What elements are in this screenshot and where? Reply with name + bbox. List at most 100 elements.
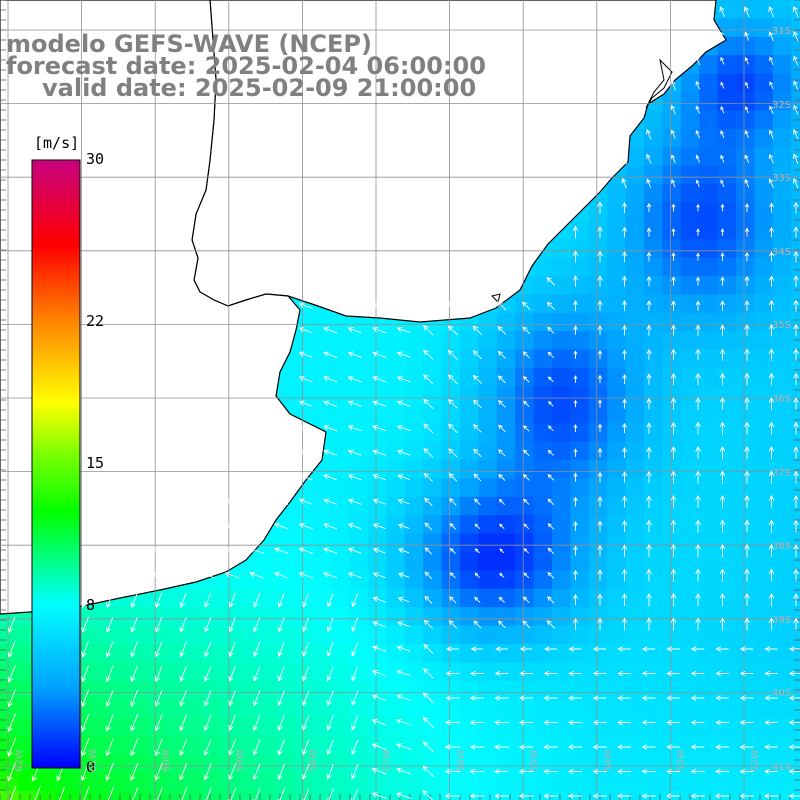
wind-cell xyxy=(736,423,755,443)
wind-cell xyxy=(625,165,645,185)
wind-cell xyxy=(680,680,700,700)
wind-cell xyxy=(386,588,406,608)
wind-arrow xyxy=(764,646,778,652)
wind-arrow xyxy=(447,349,458,360)
wind-cell xyxy=(644,276,663,295)
wind-cell xyxy=(588,331,608,351)
wind-cell xyxy=(699,423,719,443)
wind-arrow xyxy=(372,302,387,309)
wind-cell xyxy=(552,699,571,719)
wind-arrow xyxy=(323,571,338,579)
wind-cell xyxy=(699,570,719,590)
wind-cell xyxy=(699,312,719,332)
wind-cell xyxy=(625,147,645,167)
wind-arrow xyxy=(372,645,387,652)
wind-arrow xyxy=(396,792,412,800)
wind-arrow xyxy=(372,523,386,530)
wind-cell xyxy=(202,772,222,792)
wind-cell xyxy=(331,515,351,535)
wind-arrow xyxy=(154,714,163,732)
wind-cell xyxy=(312,754,332,774)
wind-cell xyxy=(349,386,369,406)
wind-cell xyxy=(607,496,627,516)
wind-cell xyxy=(754,202,774,222)
wind-cell xyxy=(736,220,755,240)
wind-cell xyxy=(662,496,682,516)
wind-cell xyxy=(699,202,719,222)
wind-cell xyxy=(184,644,203,663)
wind-arrow xyxy=(547,351,555,359)
wind-cell xyxy=(754,680,774,700)
colorbar-gradient xyxy=(31,159,81,769)
wind-arrow xyxy=(769,105,774,114)
wind-cell xyxy=(404,349,424,369)
wind-cell xyxy=(680,368,700,387)
wind-cell xyxy=(110,644,130,663)
wind-cell xyxy=(717,128,737,148)
wind-cell xyxy=(349,662,369,682)
wind-cell xyxy=(331,772,351,792)
wind-cell xyxy=(478,423,498,443)
wind-arrow xyxy=(444,793,461,799)
wind-arrow xyxy=(641,744,656,750)
wind-arrow xyxy=(621,519,628,533)
wind-cell xyxy=(736,276,755,295)
wind-arrow xyxy=(179,641,187,658)
wind-arrow xyxy=(646,153,652,164)
wind-arrow xyxy=(249,547,264,554)
wind-arrow xyxy=(105,786,115,800)
wind-cell xyxy=(202,680,222,700)
wind-cell xyxy=(699,92,719,111)
wind-cell xyxy=(791,55,800,75)
wind-arrow xyxy=(573,545,578,556)
wind-arrow xyxy=(744,372,750,386)
wind-cell xyxy=(92,791,111,800)
wind-arrow xyxy=(498,473,506,481)
wind-arrow xyxy=(7,640,16,658)
wind-arrow xyxy=(523,376,530,383)
wind-arrow xyxy=(744,6,750,18)
wind-cell xyxy=(699,386,719,406)
wind-cell xyxy=(588,368,608,387)
wind-arrow xyxy=(372,351,387,358)
wind-arrow xyxy=(424,522,433,531)
longitude-label: 53W xyxy=(676,749,688,772)
wind-cell xyxy=(717,533,737,553)
wind-arrow xyxy=(298,522,313,530)
wind-cell xyxy=(736,680,755,700)
wind-arrow xyxy=(744,348,750,361)
wind-cell xyxy=(736,404,755,424)
wind-cell xyxy=(588,680,608,700)
wind-cell xyxy=(147,607,167,627)
wind-cell xyxy=(736,515,755,535)
wind-arrow xyxy=(326,617,334,633)
wind-cell xyxy=(791,239,800,259)
wind-cell xyxy=(312,625,332,645)
wind-cell xyxy=(699,368,719,387)
wind-cell xyxy=(404,423,424,443)
wind-cell xyxy=(312,515,332,535)
wind-arrow xyxy=(793,568,799,582)
wind-arrow xyxy=(592,670,607,677)
wind-cell xyxy=(736,257,755,277)
wind-cell xyxy=(772,92,792,111)
wind-arrow xyxy=(597,300,603,311)
wind-arrow xyxy=(228,739,237,756)
wind-arrow xyxy=(228,617,236,633)
wind-cell xyxy=(625,625,645,645)
wind-cell xyxy=(699,644,719,663)
wind-cell xyxy=(588,239,608,259)
wind-cell xyxy=(496,736,516,755)
wind-cell xyxy=(736,331,755,351)
wind-cell xyxy=(791,147,800,167)
wind-cell xyxy=(147,754,167,774)
wind-cell xyxy=(312,699,332,719)
wind-cell xyxy=(754,478,774,498)
wind-arrow xyxy=(449,572,456,579)
wind-cell xyxy=(110,699,130,719)
wind-cell xyxy=(128,772,148,792)
wind-arrow xyxy=(397,474,411,481)
wind-cell xyxy=(717,662,737,682)
longitude-label: 61W xyxy=(87,749,99,772)
wind-cell xyxy=(184,607,203,627)
